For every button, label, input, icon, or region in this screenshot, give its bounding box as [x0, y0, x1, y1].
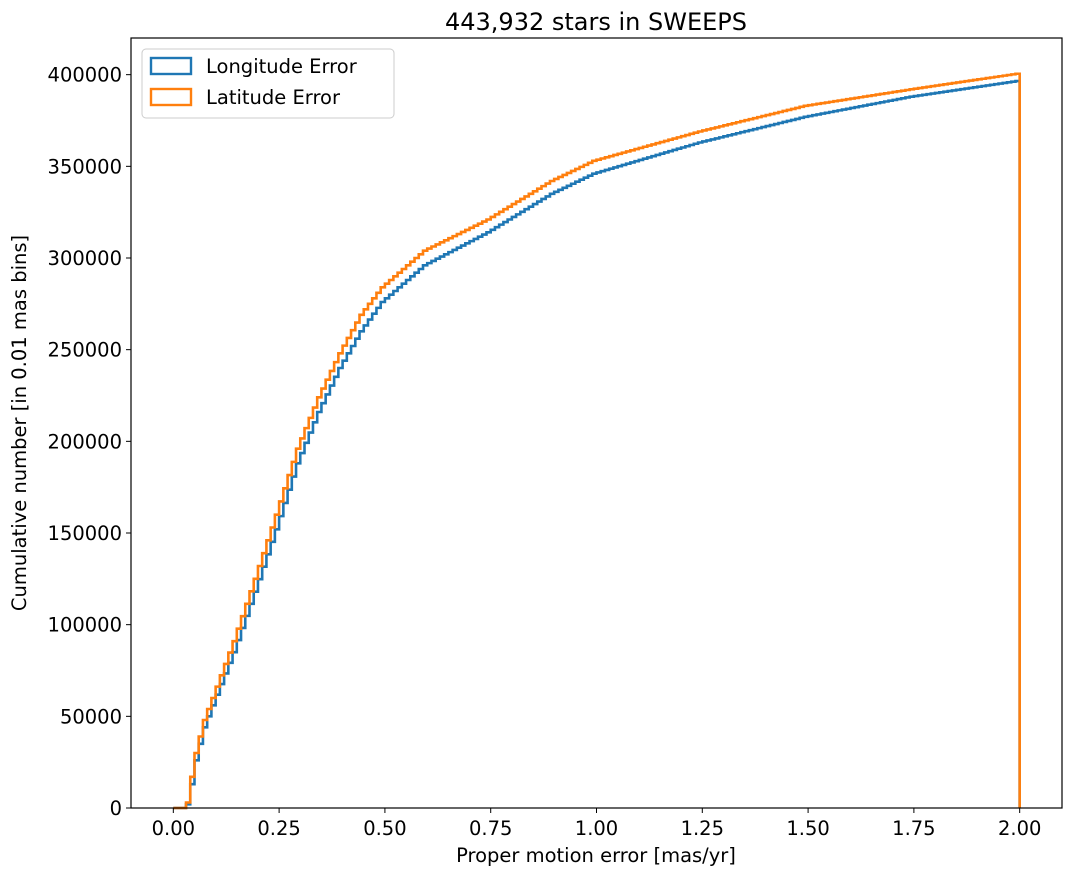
x-tick-label: 1.50: [786, 817, 829, 840]
y-tick-label: 350000: [48, 155, 122, 178]
legend-label-longitude: Longitude Error: [206, 55, 358, 78]
y-tick-label: 200000: [48, 430, 122, 453]
y-tick-label: 250000: [48, 339, 122, 362]
x-tick-label: 0.25: [257, 817, 300, 840]
longitude-error-series: [173, 79, 1021, 810]
legend-label-latitude: Latitude Error: [206, 86, 341, 109]
x-tick-label: 1.75: [892, 817, 935, 840]
x-tick-label: 2.00: [998, 817, 1041, 840]
x-axis-label: Proper motion error [mas/yr]: [456, 844, 736, 867]
legend-swatch-longitude: [149, 56, 193, 76]
plot-series: [173, 72, 1021, 810]
chart-title: 443,932 stars in SWEEPS: [445, 8, 747, 36]
y-axis-label: Cumulative number [in 0.01 mas bins]: [8, 235, 31, 611]
x-tick-label: 0.75: [469, 817, 512, 840]
latitude-error-series: [173, 72, 1021, 810]
x-tick-label: 1.25: [681, 817, 724, 840]
x-axis-ticks: 0.00 0.25 0.50 0.75 1.00 1.25 1.50 1.75 2.00: [152, 808, 1041, 840]
y-tick-label: 100000: [48, 614, 122, 637]
y-tick-label: 0: [110, 797, 122, 820]
x-tick-label: 0.00: [152, 817, 195, 840]
y-axis-ticks: 0 50000 100000 150000 200000 250000 300000 3500…: [48, 64, 131, 820]
legend: Longitude Error Latitude Error: [141, 48, 395, 119]
x-tick-label: 0.50: [363, 817, 406, 840]
y-tick-label: 50000: [60, 705, 122, 728]
x-tick-label: 1.00: [575, 817, 618, 840]
y-tick-label: 300000: [48, 247, 122, 270]
y-tick-label: 150000: [48, 522, 122, 545]
y-tick-label: 400000: [48, 64, 122, 87]
legend-swatch-latitude: [149, 87, 193, 107]
legend-box: [141, 48, 395, 119]
plot-frame: [130, 37, 1063, 809]
